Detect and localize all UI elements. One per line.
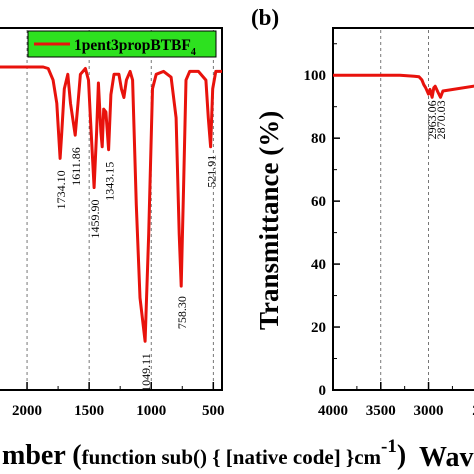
y-tick-label-60: 60 — [311, 194, 326, 210]
legend-box — [27, 30, 217, 58]
y-tick-label-0: 0 — [319, 383, 327, 399]
panel-a-frame — [0, 27, 223, 391]
y-tick-label-20: 20 — [311, 320, 326, 336]
x-tick-label-2: 2 — [472, 403, 474, 419]
panel-b-label: (b) — [251, 5, 279, 30]
peak-label-521.91: 521.91 — [205, 155, 219, 188]
y-tick-label-40: 40 — [311, 257, 326, 273]
peak-label-1049.11: 1049.11 — [139, 353, 153, 392]
peak-label-2870.03: 2870.03 — [434, 100, 448, 139]
panel-a-x-axis-label: mber (function sub() { [native code] }cm… — [2, 436, 406, 471]
x-tick-label-3500: 3500 — [366, 403, 396, 419]
panel-a: 2000 1500 1000 500 1734.101611.861459.90134… — [0, 27, 406, 471]
panel-b-y-axis-label: Transmittance (%) — [254, 111, 284, 330]
peak-label-1343.15: 1343.15 — [103, 162, 117, 201]
panel-b-frame — [332, 27, 474, 391]
peak-label-1611.86: 1611.86 — [69, 147, 83, 186]
y-tick-label-100: 100 — [304, 68, 327, 84]
peak-label-758.30: 758.30 — [175, 296, 189, 329]
panel-b-x-axis-label: Wav — [419, 442, 473, 473]
x-tick-label-500: 500 — [202, 403, 225, 419]
x-tick-label-4000: 4000 — [318, 403, 348, 419]
panel-b-series-line — [333, 73, 474, 99]
peak-label-1734.10: 1734.10 — [54, 170, 68, 209]
panel-a-legend: 1pent3propBTBF4 — [27, 30, 217, 58]
panel-a-series-line — [0, 65, 222, 343]
panel-b-grid — [380, 30, 429, 388]
panel-b-x-ticks: 4000 3500 3000 2 — [318, 382, 474, 419]
legend-label: 1pent3propBTBF4 — [74, 37, 196, 58]
x-tick-label-2000: 2000 — [12, 403, 42, 419]
x-tick-label-1000: 1000 — [136, 403, 166, 419]
x-tick-label-3000: 3000 — [414, 403, 444, 419]
peak-label-1459.90: 1459.90 — [88, 200, 102, 239]
panel-b: (b) 0 20 40 60 80 100 4000 3500 3000 2 2963.0628… — [251, 5, 474, 473]
x-tick-label-1500: 1500 — [74, 403, 104, 419]
panel-a-x-ticks: 2000 1500 1000 500 — [12, 382, 225, 419]
peak-label-2963.06: 2963.06 — [425, 100, 439, 139]
panel-b-y-ticks: 0 20 40 60 80 100 — [304, 43, 340, 399]
y-tick-label-80: 80 — [311, 131, 326, 147]
